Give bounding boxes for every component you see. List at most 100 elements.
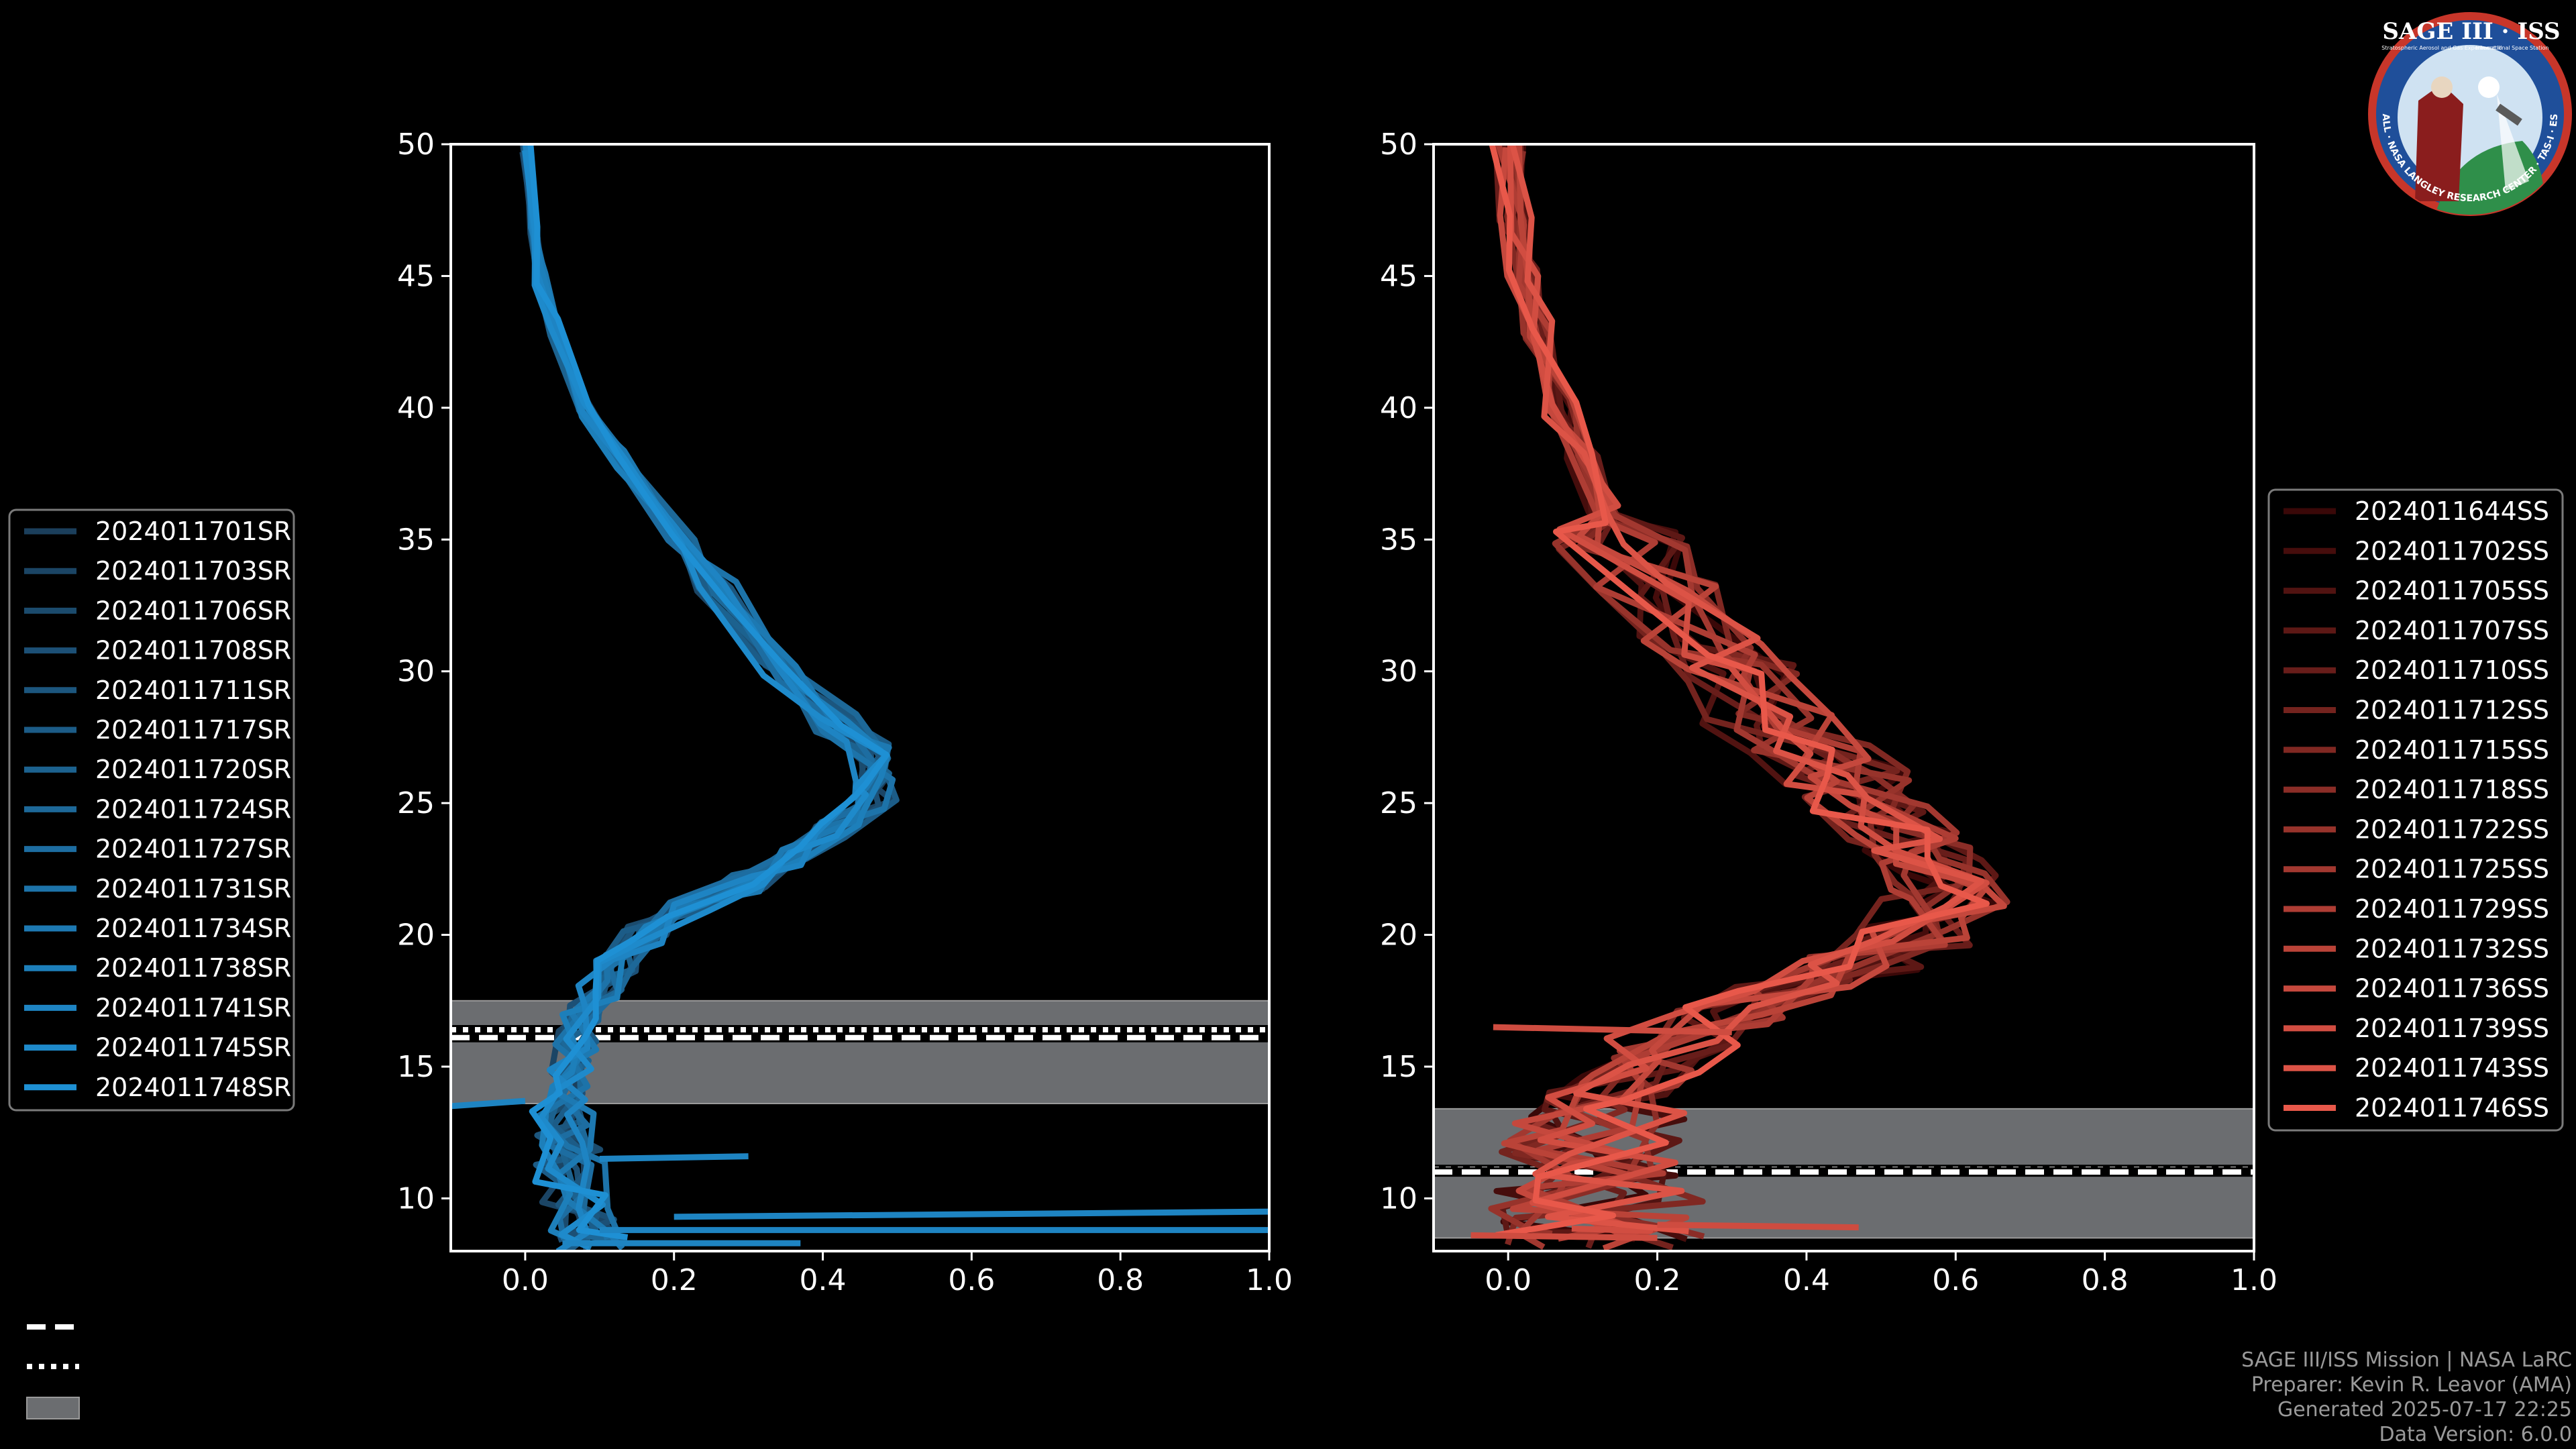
sunrise-x-tick-label: 0.6 (948, 1263, 995, 1297)
sunrise-legend-label: 2024011738SR (95, 953, 291, 983)
sunrise-legend-frame (8, 508, 295, 1112)
sunset-x-tick-label: 1.0 (2231, 1263, 2277, 1297)
sunrise-profile-2024011748SR (527, 144, 890, 1240)
sunrise-x-ticks: 0.0 0.2 0.4 0.6 0.8 1.0 (502, 1251, 1293, 1297)
sunset-legend-entries: 2024011644SS 2024011702SS 2024011705SS 2024… (2284, 496, 2549, 1123)
sunset-y-tick-label: 40 (1380, 391, 1417, 425)
sunset-profile-2024011729SS (1495, 144, 1959, 1242)
sunset-legend-label: 2024011746SS (2355, 1093, 2549, 1123)
sunrise-legend: 2024011701SR 2024011703SR 2024011706SR 2024… (8, 508, 295, 1112)
sunset-x-unit: [cm−3] (1780, 1356, 1907, 1405)
sunset-legend-label: 2024011644SS (2355, 496, 2549, 526)
sunrise-offset-text: 1e13 (1195, 1301, 1269, 1336)
logo-artwork (2415, 76, 2544, 215)
sunset-y-tick-label: 15 (1380, 1050, 1417, 1084)
sunset-x-tick-label: 0.4 (1783, 1263, 1830, 1297)
sunrise-legend-entries: 2024011701SR 2024011703SR 2024011706SR 2024… (24, 517, 291, 1102)
sunrise-x-tick-label: 0.2 (651, 1263, 698, 1297)
sunrise-x-tick-label: 0.0 (502, 1263, 549, 1297)
sunset-x-unit-close: ] (1892, 1359, 1907, 1405)
sunset-profile-2024011739SS (1507, 144, 1990, 1234)
credits: SAGE III/ISS Mission | NASA LaRC Prepare… (2241, 1348, 2572, 1446)
credit-preparer: Preparer: Kevin R. Leavor (AMA) (2251, 1373, 2572, 1397)
sunrise-y-tick-label: 50 (397, 127, 435, 162)
sunrise-legend-label: 2024011745SR (95, 1033, 291, 1063)
credit-data-version: Data Version: 6.0.0 (2379, 1423, 2572, 1446)
sunset-axes: 0.0 0.2 0.4 0.6 0.8 1.0 10 15 20 25 30 35 40 45 50 1e… (1320, 127, 2277, 1405)
sunrise-x-tick-label: 0.8 (1097, 1263, 1144, 1297)
sunset-y-tick-label: 30 (1380, 655, 1417, 689)
sunset-profile-extreme-0 (1493, 1024, 1732, 1036)
sunset-profiles (1470, 144, 2010, 1251)
sunset-offset-text: 1e13 (2180, 1301, 2254, 1336)
sunset-profile-extreme-1 (1657, 1222, 1859, 1231)
sunrise-x-unit-open: [cm (796, 1359, 871, 1405)
sunrise-legend-label: 2024011734SR (95, 914, 291, 943)
sunrise-y-tick-label: 30 (397, 655, 435, 689)
sunset-profile-extreme-2 (1470, 1232, 1658, 1241)
sunset-legend-label: 2024011707SS (2355, 616, 2549, 645)
sunset-y-tick-label: 25 (1380, 786, 1417, 820)
sunset-x-unit-open: [cm (1780, 1359, 1854, 1405)
sunset-profile-2024011705SS (1492, 144, 1951, 1236)
sunrise-legend-label: 2024011741SR (95, 993, 291, 1022)
sunset-y-ticks: 10 15 20 25 30 35 40 45 50 (1380, 127, 1434, 1216)
sunset-y-tick-label: 10 (1380, 1181, 1417, 1216)
sunset-legend-label: 2024011712SS (2355, 696, 2549, 725)
sunset-subtitle: Sunset (1762, 92, 1925, 141)
sunrise-y-tick-label: 15 (397, 1050, 435, 1084)
sunset-y-label: Altitude [km] (1320, 570, 1366, 825)
sunset-legend-label: 2024011725SS (2355, 855, 2549, 884)
sunrise-x-label: Ozone Concentration (Ao3) (596, 1305, 1124, 1351)
sunrise-plot-frame (449, 143, 1271, 1252)
sunrise-legend-label: 2024011703SR (95, 556, 291, 586)
median-tropopause-label: Median Tropopause (101, 1352, 347, 1382)
sunset-legend-label: 2024011729SS (2355, 894, 2549, 924)
logo-subtitle-2: International Space Station (2476, 45, 2549, 51)
sunset-legend-label: 2024011736SS (2355, 974, 2549, 1004)
sunset-legend-label: 2024011718SS (2355, 775, 2549, 804)
sunrise-y-tick-label: 10 (397, 1181, 435, 1216)
sunset-plot-frame (1432, 143, 2255, 1252)
sunset-y-tick-label: 50 (1380, 127, 1417, 162)
sunset-legend-label: 2024011739SS (2355, 1014, 2549, 1043)
logo-wizard-icon (2415, 84, 2463, 201)
sunset-legend-label: 2024011715SS (2355, 735, 2549, 765)
logo-subtitle-1: Stratospheric Aerosol and Gas Experiment… (2381, 45, 2502, 51)
sunrise-x-unit: [cm−3] (796, 1356, 924, 1405)
sunrise-y-tick-label: 45 (397, 259, 435, 293)
sunrise-x-unit-sup: −3 (871, 1356, 908, 1385)
sunrise-y-tick-label: 35 (397, 523, 435, 557)
sunset-y-tick-label: 35 (1380, 523, 1417, 557)
credit-generated: Generated 2025-07-17 22:25 (2277, 1398, 2572, 1421)
credit-mission: SAGE III/ISS Mission | NASA LaRC (2241, 1348, 2572, 1372)
sunrise-axes: 0.0 0.2 0.4 0.6 0.8 1.0 10 15 20 25 30 35 40 45 50 1e… (339, 127, 1293, 1405)
sunset-y-tick-label: 20 (1380, 918, 1417, 953)
sunrise-legend-label: 2024011701SR (95, 517, 291, 546)
sunset-x-ticks: 0.0 0.2 0.4 0.6 0.8 1.0 (1485, 1251, 2277, 1297)
sunrise-y-tick-label: 40 (397, 391, 435, 425)
sunset-x-tick-label: 0.6 (1932, 1263, 1979, 1297)
sunrise-y-ticks: 10 15 20 25 30 35 40 45 50 (397, 127, 451, 1216)
sunrise-profile-extreme-2 (599, 1153, 749, 1162)
logo-moon-icon (2478, 76, 2500, 98)
tropopause-range-swatch (26, 1397, 80, 1419)
sunset-x-label: Ozone Concentration (Ao3) (1579, 1305, 2108, 1351)
sunrise-y-label: Altitude [km] (339, 570, 385, 825)
sunrise-x-unit-close: ] (908, 1359, 924, 1405)
sunset-x-tick-label: 0.0 (1485, 1263, 1532, 1297)
chart-title: SAGE III/ISS Ozone (1070, 17, 1631, 80)
sunset-legend-label: 2024011702SS (2355, 536, 2549, 566)
sunrise-x-tick-label: 1.0 (1246, 1263, 1293, 1297)
sunset-legend-frame (2267, 488, 2564, 1132)
tropopause-range-label: Tropopause Range (100, 1392, 335, 1421)
sunrise-legend-label: 2024011706SR (95, 596, 291, 625)
sunset-profile-2024011710SS (1493, 144, 1973, 1249)
sunrise-profiles (451, 144, 1269, 1251)
sunset-x-tick-label: 0.8 (2082, 1263, 2129, 1297)
sunrise-legend-label: 2024011720SR (95, 755, 291, 784)
chart-date: 17 January 2024 (1105, 74, 1597, 137)
logo-title: SAGE III · ISS (2382, 18, 2560, 45)
sunrise-profile-extreme-0 (674, 1208, 1269, 1220)
